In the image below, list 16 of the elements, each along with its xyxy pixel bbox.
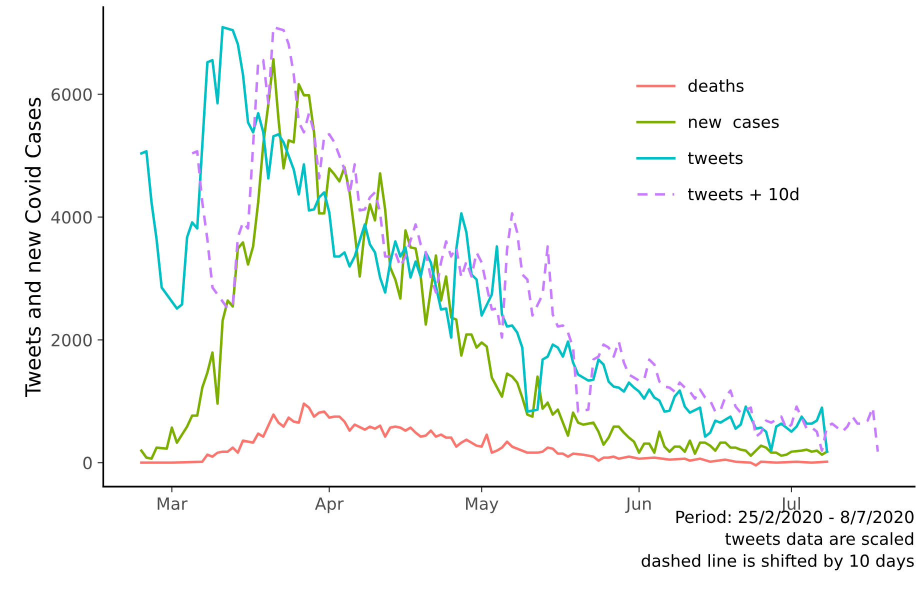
- text: tweets data are scaled: [725, 532, 914, 546]
- y-tick-label: 0: [83, 456, 92, 470]
- x-tick-label: May: [466, 498, 498, 514]
- text: dashed line is shifted by 10 days: [642, 554, 914, 570]
- legend-label: tweets: [688, 152, 743, 164]
- legend-label: deaths: [688, 79, 744, 92]
- legend-label: new cases: [689, 118, 779, 128]
- y-tick-label: 6000: [52, 88, 92, 101]
- y-tick-label: 4000: [51, 211, 92, 224]
- line-series: [140, 402, 828, 467]
- legend-label: tweets + 10d: [688, 188, 798, 200]
- x-tick-label: Mar: [158, 498, 188, 510]
- y-axis-title: Tweets and new Covid Cases: [24, 98, 41, 398]
- y-tick-label: 2000: [52, 334, 92, 346]
- x-tick-label: Jun: [625, 498, 651, 514]
- x-tick-label: Apr: [314, 498, 344, 514]
